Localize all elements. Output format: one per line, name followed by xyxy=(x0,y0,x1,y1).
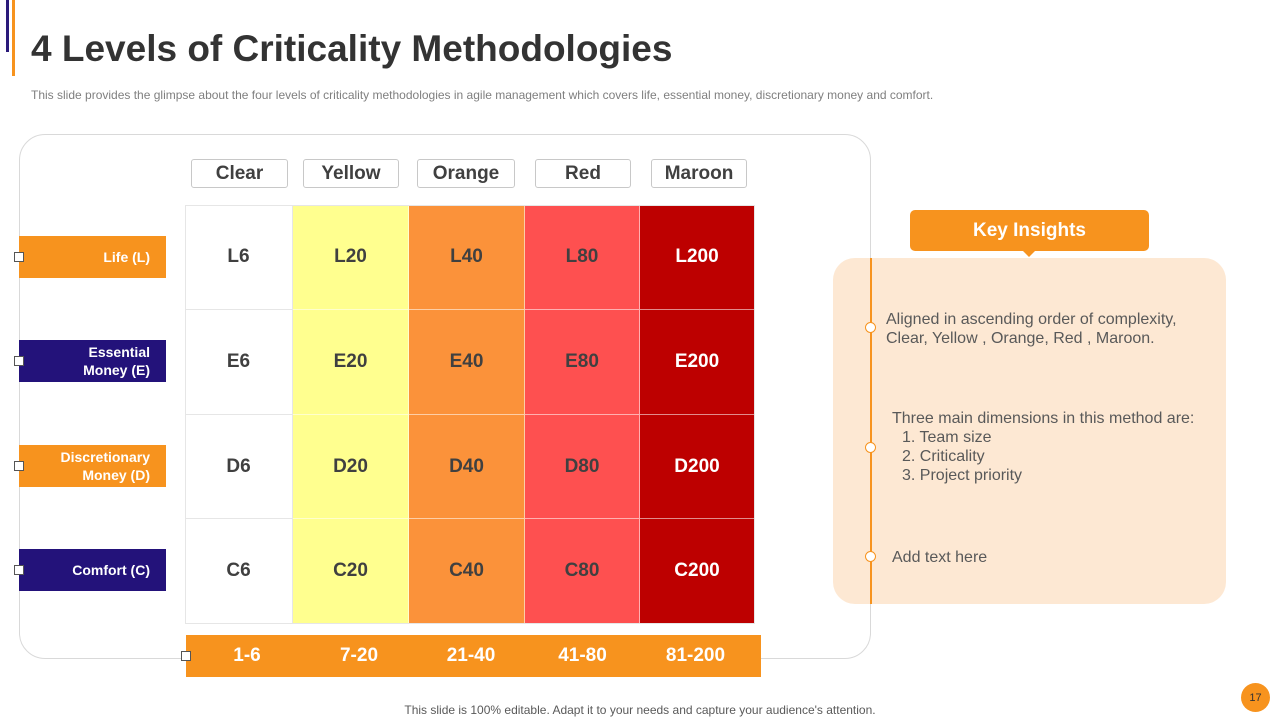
insight-list-item: 2. Criticality xyxy=(902,448,985,465)
cell-essential-yellow: E20 xyxy=(293,310,409,415)
cell-discretionary-yellow: D20 xyxy=(293,415,409,519)
column-header-red: Red xyxy=(535,159,631,188)
cell-comfort-maroon: C200 xyxy=(640,519,755,624)
insights-pointer xyxy=(1022,250,1036,257)
insights-panel xyxy=(833,258,1226,604)
cell-comfort-orange: C40 xyxy=(409,519,525,624)
cell-comfort-clear: C6 xyxy=(185,519,293,624)
cell-essential-red: E80 xyxy=(525,310,640,415)
insight-item-2-intro: Three main dimensions in this method are… xyxy=(892,410,1195,427)
cell-life-clear: L6 xyxy=(185,205,293,310)
cell-comfort-red: C80 xyxy=(525,519,640,624)
timeline-dot-3 xyxy=(865,551,876,562)
range-value-clear: 1-6 xyxy=(233,645,261,666)
cell-essential-clear: E6 xyxy=(185,310,293,415)
cell-life-maroon: L200 xyxy=(640,205,755,310)
row-marker-essential-money xyxy=(14,356,24,366)
range-value-orange: 21-40 xyxy=(446,645,496,666)
cell-discretionary-red: D80 xyxy=(525,415,640,519)
range-value-yellow: 7-20 xyxy=(339,645,379,666)
insights-header: Key Insights xyxy=(910,210,1149,251)
row-marker-discretionary-money xyxy=(14,461,24,471)
footer-text: This slide is 100% editable. Adapt it to… xyxy=(404,703,876,717)
page-title: 4 Levels of Criticality Methodologies xyxy=(31,28,673,69)
cell-discretionary-orange: D40 xyxy=(409,415,525,519)
insight-list-item: 1. Team size xyxy=(902,429,992,446)
cell-life-orange: L40 xyxy=(409,205,525,310)
timeline-dot-2 xyxy=(865,442,876,453)
range-value-red: 41-80 xyxy=(558,645,607,666)
row-label-life: Life (L) xyxy=(19,236,166,278)
insight-item-3: Add text here xyxy=(892,549,988,566)
row-label-comfort: Comfort (C) xyxy=(19,549,166,591)
row-label-essential-money: Essential Money (E) xyxy=(19,340,166,382)
row-label-discretionary-money: Discretionary Money (D) xyxy=(19,445,166,487)
cell-discretionary-clear: D6 xyxy=(185,415,293,519)
cell-discretionary-maroon: D200 xyxy=(640,415,755,519)
insight-list-item: 3. Project priority xyxy=(902,467,1023,484)
page-number: 17 xyxy=(1241,683,1270,712)
cell-life-yellow: L20 xyxy=(293,205,409,310)
row-label-essential-money-text: Essential Money (E) xyxy=(83,344,150,378)
cell-comfort-yellow: C20 xyxy=(293,519,409,624)
column-header-orange: Orange xyxy=(417,159,515,188)
column-header-clear: Clear xyxy=(191,159,288,188)
range-marker xyxy=(181,651,191,661)
insight-item-1: Aligned in ascending order of complexity… xyxy=(886,311,1177,347)
accent-bar-orange xyxy=(12,0,15,76)
column-header-maroon: Maroon xyxy=(651,159,747,188)
page-subtitle: This slide provides the glimpse about th… xyxy=(31,88,934,102)
range-value-maroon: 81-200 xyxy=(665,645,726,666)
accent-bar-navy xyxy=(6,0,9,52)
insights-timeline xyxy=(870,258,872,604)
insight-item-2-list: 1. Team size 2. Criticality 3. Project p… xyxy=(892,428,1212,485)
column-header-yellow: Yellow xyxy=(303,159,399,188)
cell-life-red: L80 xyxy=(525,205,640,310)
row-marker-comfort xyxy=(14,565,24,575)
row-label-discretionary-money-text: Discretionary Money (D) xyxy=(60,449,150,483)
timeline-dot-1 xyxy=(865,322,876,333)
row-marker-life xyxy=(14,252,24,262)
cell-essential-orange: E40 xyxy=(409,310,525,415)
insight-item-2: Three main dimensions in this method are… xyxy=(892,409,1212,485)
cell-essential-maroon: E200 xyxy=(640,310,755,415)
range-bar xyxy=(186,635,761,677)
